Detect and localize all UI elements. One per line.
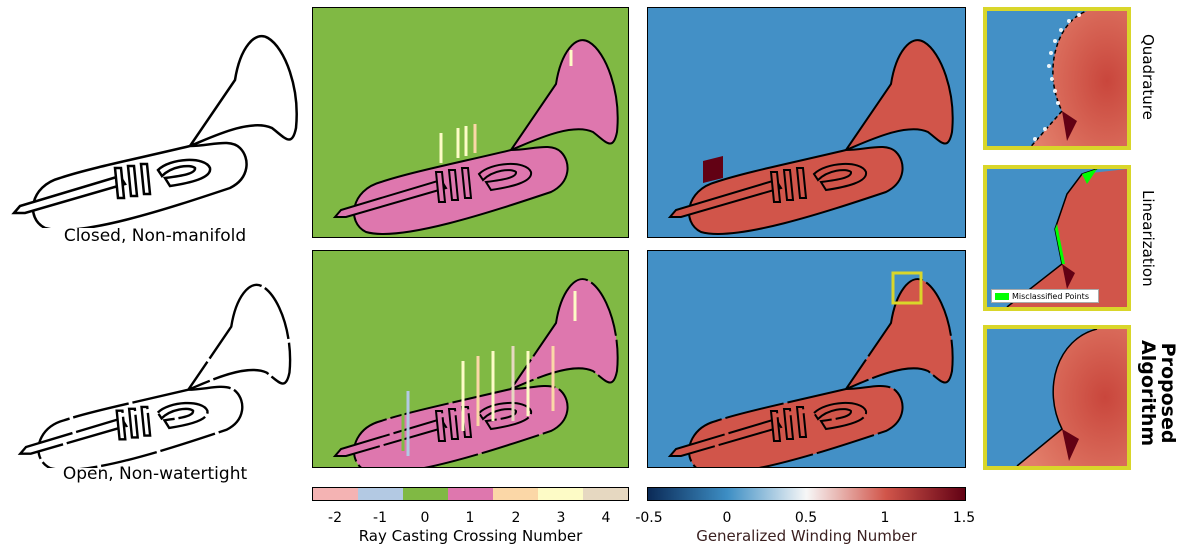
ray-tick: 1 xyxy=(465,510,475,526)
outline-drawing-open xyxy=(0,258,305,468)
zoom-panel-quadrature xyxy=(983,7,1131,150)
gwn-colorbar xyxy=(647,487,966,501)
gwn-tick: 0 xyxy=(722,510,732,526)
gwn-tick: 1.5 xyxy=(952,510,976,526)
gwn-panel-closed xyxy=(647,7,966,238)
caption-open-non-watertight: Open, Non-watertight xyxy=(62,464,248,484)
outline-drawing-closed xyxy=(0,8,305,228)
zoom-panel-linearization: Misclassified Points xyxy=(983,165,1131,311)
zoom-label-proposed: Proposed Algorithm xyxy=(1137,340,1179,447)
ray-swatch-1 xyxy=(448,488,493,500)
zoom-panel-proposed xyxy=(983,325,1131,470)
zoom-label-quadrature: Quadrature xyxy=(1139,34,1157,120)
ray-tick: -2 xyxy=(328,510,342,526)
gwn-panel-open xyxy=(647,250,966,468)
ray-tick: -1 xyxy=(373,510,387,526)
gwn-colorbar-label: Generalized Winding Number xyxy=(696,527,917,545)
ray-casting-panel-open xyxy=(312,250,629,468)
ray-tick: 2 xyxy=(511,510,521,526)
misclassified-legend: Misclassified Points xyxy=(991,289,1099,303)
gwn-tick: -0.5 xyxy=(635,510,663,526)
legend-label: Misclassified Points xyxy=(1012,291,1089,301)
ray-swatch-2 xyxy=(493,488,538,500)
ray-swatch-0 xyxy=(403,488,448,500)
ray-artifacts xyxy=(401,291,577,456)
ray-swatch-neg2 xyxy=(313,488,358,500)
ray-tick: 4 xyxy=(601,510,611,526)
legend-swatch xyxy=(995,292,1009,300)
ray-casting-colorbar xyxy=(312,487,629,501)
ray-tick: 0 xyxy=(420,510,430,526)
zoom-highlight-box xyxy=(891,271,923,305)
zoom-label-linearization: Linearization xyxy=(1139,190,1157,287)
ray-swatch-4 xyxy=(583,488,628,500)
ray-swatch-neg1 xyxy=(358,488,403,500)
ray-artifacts xyxy=(439,50,573,163)
gwn-tick: 0.5 xyxy=(794,510,818,526)
ray-casting-panel-closed xyxy=(312,7,629,238)
caption-closed-non-manifold: Closed, Non-manifold xyxy=(63,226,247,246)
ray-tick: 3 xyxy=(556,510,566,526)
gwn-tick: 1 xyxy=(880,510,890,526)
ray-swatch-3 xyxy=(538,488,583,500)
ray-colorbar-label: Ray Casting Crossing Number xyxy=(358,527,583,545)
